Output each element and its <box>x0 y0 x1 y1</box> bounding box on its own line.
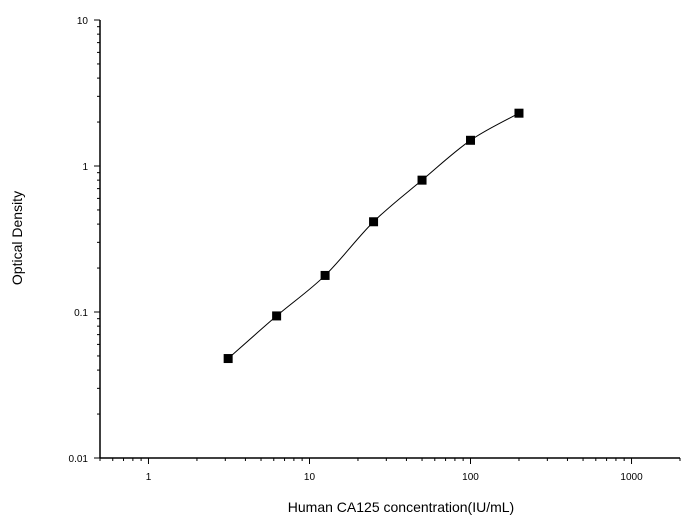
data-point <box>466 135 476 145</box>
y-tick-label: 1 <box>82 162 88 173</box>
y-tick-label: 0.1 <box>74 308 88 319</box>
x-tick-label: 100 <box>462 472 479 483</box>
data-point <box>320 270 330 280</box>
data-point <box>272 311 282 321</box>
x-ticks: 1 10 100 1000 <box>99 458 681 483</box>
y-ticks: 0.01 0.1 1 10 <box>69 16 100 465</box>
data-point <box>369 217 379 227</box>
data-point <box>514 108 524 118</box>
y-tick-label: 0.01 <box>69 454 89 465</box>
fit-curve <box>227 112 520 359</box>
y-axis-title: Optical Density <box>9 191 25 285</box>
y-tick-label: 10 <box>77 16 89 27</box>
axes: 1 10 100 1000 0.01 0.1 1 10 <box>69 16 681 483</box>
x-tick-label: 10 <box>304 472 316 483</box>
x-tick-label: 1000 <box>620 472 643 483</box>
data-points <box>223 108 524 364</box>
x-tick-label: 1 <box>146 472 152 483</box>
data-point <box>417 175 427 185</box>
x-axis-title: Human CA125 concentration(IU/mL) <box>288 499 514 515</box>
data-point <box>223 354 233 364</box>
